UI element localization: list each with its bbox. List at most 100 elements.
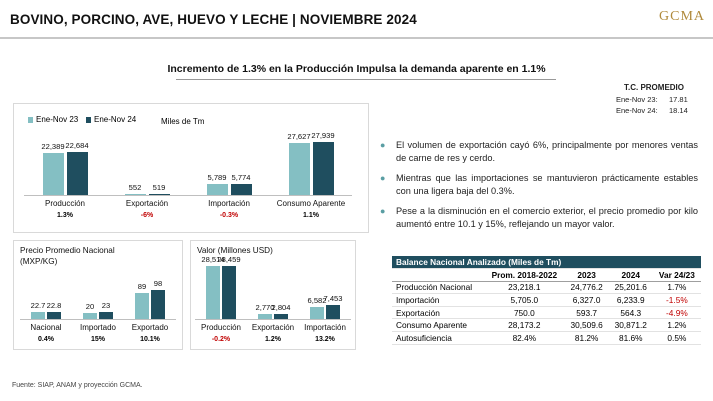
tc-title: T.C. PROMEDIO bbox=[624, 83, 685, 92]
header-cell: Var 24/23 bbox=[652, 268, 701, 282]
tc-label-23: Ene-Nov 23: bbox=[616, 95, 658, 104]
bar-importado-s1 bbox=[83, 313, 97, 319]
change-pct-label: 1.1% bbox=[303, 212, 319, 219]
category-label: Nacional bbox=[30, 323, 62, 332]
row-label: Autosuficiencia bbox=[392, 331, 485, 345]
volume-chart-card: Ene-Nov 23 Ene-Nov 24 Miles de Tm 22,389… bbox=[13, 103, 369, 233]
bullet-item: ● Pese a la disminución en el comercio ex… bbox=[380, 205, 698, 230]
bar-exportado-s2 bbox=[151, 290, 165, 319]
bar-value-label: 6,582 bbox=[307, 295, 327, 305]
bar-nacional-s2 bbox=[47, 312, 61, 319]
bar-value-label: 552 bbox=[128, 182, 142, 192]
bullet-item: ● El volumen de exportación cayó 6%, prin… bbox=[380, 139, 698, 164]
change-pct-label: 10.1% bbox=[140, 336, 160, 343]
bar-value-label: 7,453 bbox=[323, 294, 343, 304]
x-axis-line bbox=[24, 195, 352, 196]
bar-value-label: 22,684 bbox=[65, 140, 89, 150]
bar-exportado-s1 bbox=[135, 292, 149, 319]
change-pct-label: 0.4% bbox=[38, 336, 54, 343]
bullet-dot-icon: ● bbox=[380, 140, 386, 150]
bar-value-label: 20 bbox=[85, 302, 95, 312]
row-label: Consumo Aparente bbox=[392, 318, 485, 333]
bar-producción-s2 bbox=[66, 151, 88, 195]
gcma-logo: GCMA bbox=[659, 9, 706, 24]
bar-exportación-s1 bbox=[124, 193, 146, 195]
price-chart-card: Precio Promedio Nacional (MXP/KG) 22.7 22… bbox=[13, 240, 183, 350]
bar-exportación-s2 bbox=[274, 313, 288, 319]
table-cell: 30,871.2 bbox=[608, 318, 653, 333]
bar-producción-s1 bbox=[42, 152, 64, 195]
chart-title: Valor (Millones USD) bbox=[197, 246, 273, 255]
table-cell: 28,173.2 bbox=[484, 318, 565, 333]
header-cell: Prom. 2018-2022 bbox=[484, 268, 565, 282]
bar-producción-s2 bbox=[222, 266, 236, 319]
bar-value-label: 28,459 bbox=[217, 255, 241, 265]
table-cell: 593.7 bbox=[564, 306, 609, 320]
table-cell: 30,509.6 bbox=[564, 318, 609, 333]
category-label: Consumo Aparente bbox=[276, 199, 346, 208]
tc-value-24: 18.14 bbox=[669, 106, 688, 115]
var-cell: 0.5% bbox=[652, 331, 701, 345]
bullet-text: Pese a la disminución en el comercio ext… bbox=[396, 206, 698, 229]
bar-importación-s1 bbox=[310, 306, 324, 319]
units-label: Miles de Tm bbox=[161, 117, 205, 126]
page-subtitle: Incremento de 1.3% en la Producción Impu… bbox=[167, 63, 546, 75]
tc-label-24: Ene-Nov 24: bbox=[616, 106, 658, 115]
category-label: Exportación bbox=[251, 323, 295, 332]
bar-importación-s2 bbox=[230, 184, 252, 195]
x-axis-line bbox=[20, 319, 176, 320]
legend-ene-nov-24: Ene-Nov 24 bbox=[86, 115, 136, 124]
bar-value-label: 27,627 bbox=[287, 131, 311, 141]
balance-table: Balance Nacional Analizado (Miles de Tm)… bbox=[392, 256, 701, 345]
bar-value-label: 89 bbox=[137, 281, 147, 291]
table-cell: 81.2% bbox=[564, 331, 609, 345]
category-label: Producción bbox=[44, 199, 86, 208]
change-pct-label: -6% bbox=[140, 212, 154, 219]
row-label: Importación bbox=[392, 293, 485, 307]
row-label: Producción Nacional bbox=[392, 281, 485, 295]
legend-label: Ene-Nov 23 bbox=[36, 115, 79, 124]
category-label: Importación bbox=[208, 199, 250, 208]
bar-value-label: 22,389 bbox=[41, 141, 65, 151]
tc-value-23: 17.81 bbox=[669, 95, 688, 104]
var-cell: -4.9% bbox=[652, 306, 701, 320]
bar-value-label: 2,804 bbox=[271, 302, 291, 312]
bar-consumo-aparente-s2 bbox=[312, 142, 334, 195]
category-label: Importado bbox=[79, 323, 117, 332]
change-pct-label: 1.2% bbox=[265, 336, 281, 343]
subtitle-underline bbox=[176, 79, 556, 80]
change-pct-label: 13.2% bbox=[315, 336, 335, 343]
balance-header-row: Prom. 2018-2022 2023 2024 Var 24/23 bbox=[392, 268, 701, 282]
table-cell: 25,201.6 bbox=[608, 281, 653, 295]
change-pct-label: -0.3% bbox=[219, 212, 239, 219]
x-axis-line bbox=[195, 319, 351, 320]
bar-value-label: 23 bbox=[101, 301, 111, 311]
bar-value-label: 22.8 bbox=[46, 301, 62, 311]
table-row: Autosuficiencia 82.4% 81.2% 81.6% 0.5% bbox=[392, 331, 701, 345]
bar-consumo-aparente-s1 bbox=[288, 142, 310, 195]
bar-value-label: 5,774 bbox=[231, 173, 251, 183]
bar-importación-s1 bbox=[206, 184, 228, 195]
bullet-text: El volumen de exportación cayó 6%, princ… bbox=[396, 140, 698, 163]
legend-label: Ene-Nov 24 bbox=[94, 115, 137, 124]
bar-value-label: 27,939 bbox=[311, 131, 335, 140]
bar-value-label: 519 bbox=[152, 183, 166, 192]
balance-title: Balance Nacional Analizado (Miles de Tm) bbox=[392, 256, 701, 270]
header-cell: 2023 bbox=[564, 268, 609, 282]
bullet-text: Mientras que las importaciones se mantuv… bbox=[396, 173, 698, 196]
change-pct-label: 15% bbox=[90, 336, 105, 343]
var-cell: -1.5% bbox=[652, 293, 701, 307]
bar-value-label: 98 bbox=[153, 279, 163, 288]
change-pct-label: 1.3% bbox=[57, 212, 73, 219]
chart-title: Precio Promedio Nacional (MXP/KG) bbox=[20, 246, 115, 266]
bullet-item: ● Mientras que las importaciones se mantu… bbox=[380, 172, 698, 197]
category-label: Importación bbox=[304, 323, 346, 332]
bullet-dot-icon: ● bbox=[380, 173, 386, 184]
bar-value-label: 5,789 bbox=[207, 173, 227, 183]
page-title: BOVINO, PORCINO, AVE, HUEVO Y LECHE | NO… bbox=[10, 12, 417, 27]
var-cell: 1.7% bbox=[652, 281, 701, 295]
header-cell bbox=[392, 268, 485, 282]
bar-value-label: 22.7 bbox=[30, 301, 46, 311]
legend-swatch-dark bbox=[86, 116, 91, 123]
bar-exportación-s1 bbox=[258, 313, 272, 319]
